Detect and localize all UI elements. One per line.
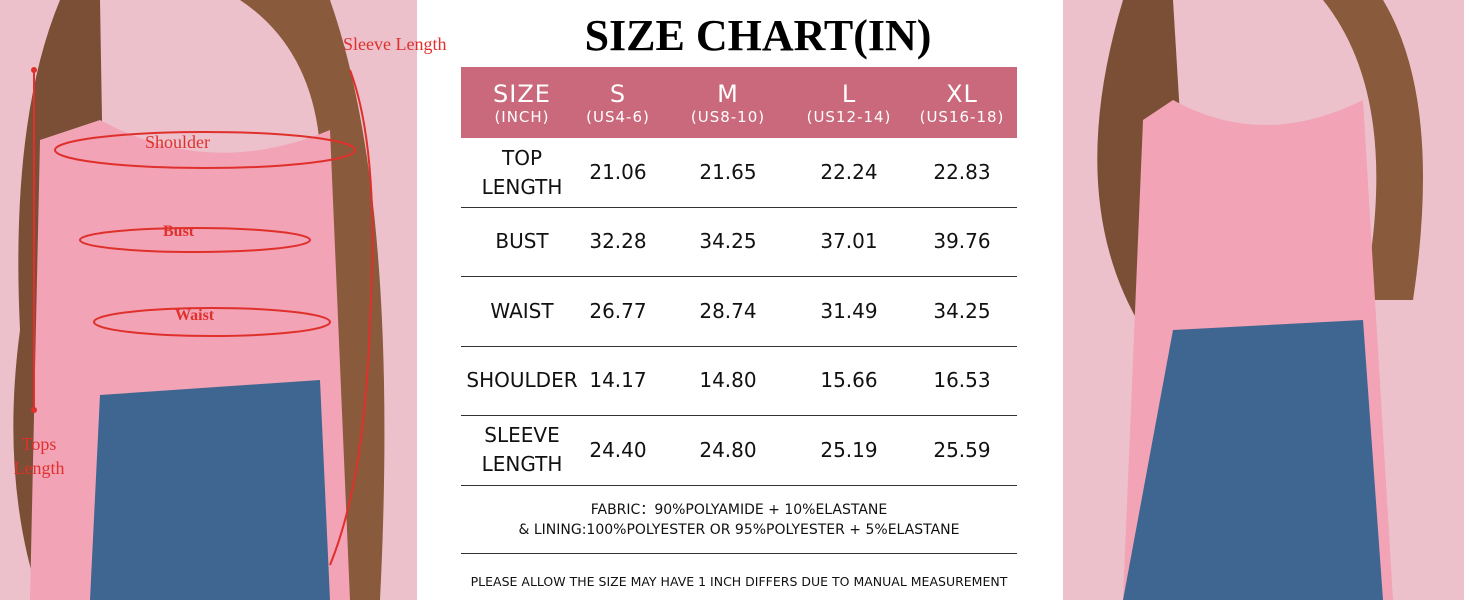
- fabric-note: FABRIC：90%POLYAMIDE + 10%ELASTANE: [590, 502, 888, 518]
- size-value: 24.80: [699, 437, 757, 462]
- size-value: 15.66: [820, 368, 878, 392]
- size-value: 37.01: [820, 229, 878, 253]
- size-name: L: [841, 79, 857, 108]
- diagram-label: Tops Length: [13, 434, 65, 478]
- row-label: BUST: [495, 229, 549, 253]
- header-cell: XL (US16-18): [908, 67, 1016, 138]
- size-value: 34.25: [699, 229, 757, 253]
- size-sub: (US4-6): [586, 107, 650, 126]
- size-sub: (US16-18): [919, 107, 1005, 126]
- separator: [461, 346, 1017, 347]
- size-value: 16.53: [933, 368, 991, 392]
- header-bg: [461, 67, 1017, 138]
- size-value: 22.24: [820, 160, 878, 184]
- size-value: 31.49: [820, 298, 878, 323]
- size-value: 25.59: [933, 437, 991, 462]
- size-name: S: [609, 79, 627, 108]
- size-value: 14.80: [699, 368, 757, 392]
- disclaimer: PLEASE ALLOW THE SIZE MAY HAVE 1 INCH DI…: [470, 574, 1008, 589]
- size-sub: (INCH): [494, 107, 550, 126]
- size-value: 32.28: [589, 229, 647, 253]
- size-sub: (US12-14): [806, 107, 892, 126]
- separator: [461, 553, 1017, 554]
- diagram-label: Shoulder: [145, 132, 210, 152]
- size-value: 14.17: [589, 368, 647, 392]
- size-value: 26.77: [589, 298, 647, 323]
- row-label: SHOULDER: [466, 368, 578, 392]
- separator: [461, 207, 1017, 208]
- row-label: SLEEVE LENGTH: [481, 423, 563, 476]
- size-value: 22.83: [933, 160, 991, 184]
- right-photo: [1063, 0, 1464, 600]
- header-cell: SIZE (INCH): [461, 67, 583, 138]
- size-value: 39.76: [933, 229, 991, 253]
- size-sub: (US8-10): [690, 107, 766, 126]
- header-cell: L (US12-14): [790, 67, 908, 138]
- header-cell: S (US4-6): [575, 67, 661, 138]
- size-name: M: [717, 79, 739, 108]
- row-label: WAIST: [490, 298, 554, 323]
- size-value: 21.06: [589, 160, 647, 184]
- size-name: XL: [946, 79, 978, 108]
- separator: [461, 485, 1017, 486]
- size-value: 25.19: [820, 437, 878, 462]
- diagram-label: Waist: [175, 307, 215, 324]
- lining-note: & LINING:100%POLYESTER OR 95%POLYESTER +…: [518, 522, 960, 538]
- separator: [461, 415, 1017, 416]
- row-label: TOP LENGTH: [481, 145, 563, 199]
- size-value: 21.65: [699, 160, 757, 184]
- size-value: 24.40: [589, 437, 647, 462]
- diagram-label: Sleeve Length: [343, 34, 447, 54]
- diagram-label: Bust: [163, 223, 195, 240]
- title: SIZE CHART(IN): [584, 11, 932, 60]
- header-cell: M (US8-10): [672, 67, 784, 138]
- size-value: 28.74: [699, 298, 757, 323]
- separator: [461, 276, 1017, 277]
- left-photo: [0, 0, 417, 600]
- size-value: 34.25: [933, 298, 991, 323]
- size-name: SIZE: [493, 79, 551, 108]
